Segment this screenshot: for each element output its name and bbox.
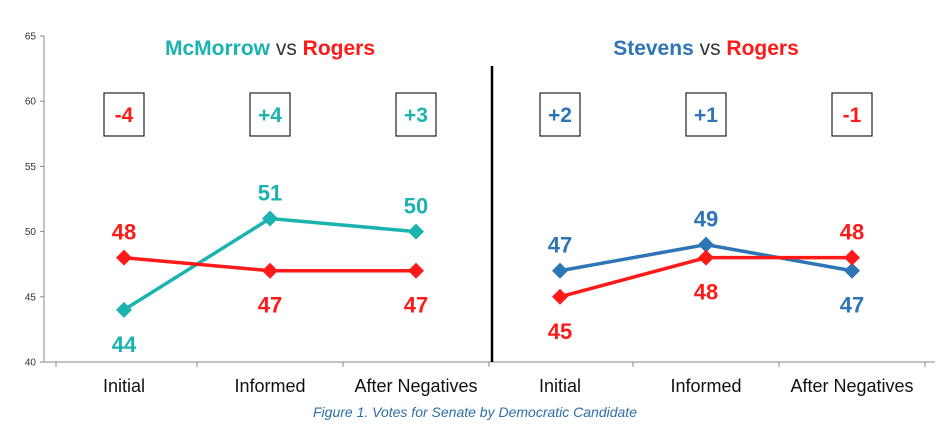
difference-box	[395, 92, 437, 137]
x-category-label: After Negatives	[790, 376, 913, 396]
data-label: 50	[404, 194, 428, 219]
data-label: 47	[404, 293, 428, 318]
difference-label: +3	[404, 104, 428, 127]
difference-box	[539, 92, 581, 137]
data-point	[262, 262, 278, 279]
data-label: 51	[258, 181, 282, 206]
title-candidate: McMorrow	[165, 37, 271, 60]
x-category-label: Informed	[234, 376, 305, 396]
title-candidate: Rogers	[726, 37, 798, 60]
y-tick-label: 40	[25, 358, 37, 369]
data-point	[552, 262, 568, 279]
y-tick-label: 50	[25, 227, 37, 238]
data-label: 49	[694, 207, 718, 232]
difference-label: -1	[843, 104, 862, 127]
data-point	[262, 210, 278, 227]
difference-label: -4	[115, 104, 134, 127]
data-point	[698, 236, 714, 253]
y-tick-label: 60	[25, 97, 37, 108]
y-tick-label: 55	[25, 162, 37, 173]
data-label: 47	[258, 293, 282, 318]
x-category-label: After Negatives	[354, 376, 477, 396]
data-point	[552, 288, 568, 305]
data-point	[408, 223, 424, 240]
data-point	[408, 262, 424, 279]
data-point	[844, 249, 860, 266]
data-label: 45	[548, 319, 572, 344]
panels: McMorrow vs Rogers -4 +4 +3 Initial Informed A…	[103, 37, 914, 396]
panel-title: McMorrow vs Rogers	[165, 37, 375, 60]
x-category-label: Informed	[670, 376, 741, 396]
difference-label: +1	[694, 104, 718, 127]
title-candidate: Stevens	[613, 37, 694, 60]
data-label: 44	[112, 332, 137, 357]
axes: 40 45 50 55 60 65	[25, 32, 935, 369]
data-label: 47	[548, 233, 572, 258]
difference-label: +2	[548, 104, 572, 127]
y-tick-label: 45	[25, 292, 37, 303]
panel-2: Stevens vs Rogers +2 +1 -1 Initial Informed Af…	[539, 37, 914, 396]
data-point	[844, 262, 860, 279]
difference-box	[249, 92, 291, 137]
difference-label: +4	[258, 104, 282, 127]
title-vs: vs	[270, 37, 303, 60]
title-vs: vs	[694, 37, 727, 60]
data-point	[116, 249, 132, 266]
y-tick-label: 65	[25, 32, 37, 43]
data-label: 48	[112, 220, 136, 245]
panel-title: Stevens vs Rogers	[613, 37, 799, 60]
x-category-label: Initial	[103, 376, 145, 396]
data-point	[698, 249, 714, 266]
data-label: 47	[840, 293, 864, 318]
figure-caption: Figure 1. Votes for Senate by Democratic…	[313, 404, 637, 420]
panel-1: McMorrow vs Rogers -4 +4 +3 Initial Informed A…	[103, 37, 478, 396]
x-category-label: Initial	[539, 376, 581, 396]
title-candidate: Rogers	[303, 37, 375, 60]
data-label: 48	[694, 280, 718, 305]
difference-box	[103, 92, 145, 137]
data-label: 48	[840, 220, 864, 245]
difference-box	[685, 92, 727, 137]
data-point	[116, 301, 132, 318]
difference-box	[831, 92, 873, 137]
